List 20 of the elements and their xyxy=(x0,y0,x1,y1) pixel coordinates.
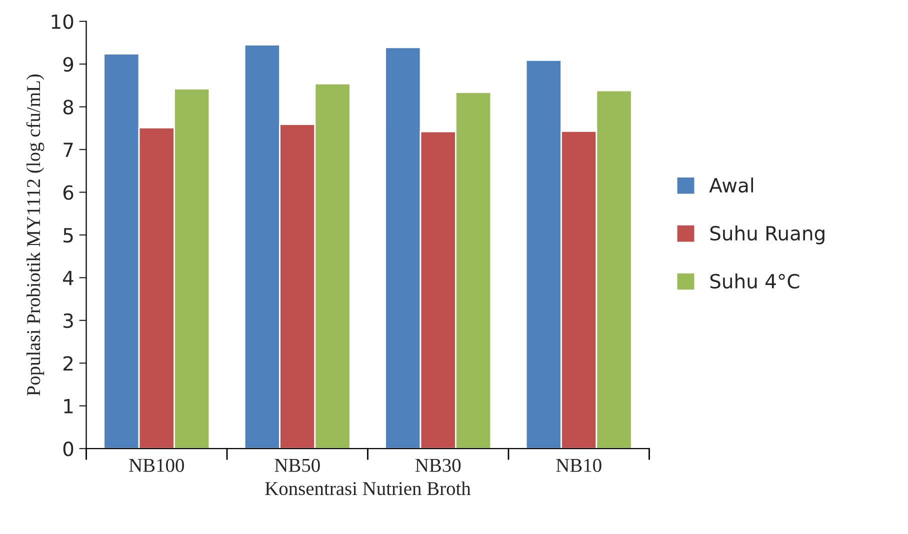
y-tick-label: 3 xyxy=(64,313,73,328)
x-axis-title: Konsentrasi Nutrien Broth xyxy=(265,481,471,496)
y-tick-label: 2 xyxy=(64,356,73,371)
x-tick-label: NB50 xyxy=(274,458,320,472)
legend-label: Awal xyxy=(709,178,754,193)
x-tick-label: NB30 xyxy=(415,458,461,472)
y-tick-label: 7 xyxy=(64,142,73,157)
x-tick-label: NB100 xyxy=(129,458,184,472)
y-axis-title: Populasi Probiotik MY1112 (log cfu/mL) xyxy=(26,74,44,396)
x-tick-label: NB10 xyxy=(556,458,602,472)
y-tick-label: 10 xyxy=(52,14,74,30)
y-tick-label: 4 xyxy=(63,270,74,286)
y-tick-label: 9 xyxy=(63,57,74,72)
y-tick-label: 1 xyxy=(64,399,73,414)
y-tick-label: 6 xyxy=(63,185,74,200)
y-tick-label: 0 xyxy=(63,442,74,456)
legend-label: Suhu Ruang xyxy=(710,226,824,244)
y-tick-label: 8 xyxy=(63,100,74,114)
legend-label: Suhu 4°C xyxy=(710,274,800,289)
y-tick-label: 5 xyxy=(64,228,73,243)
